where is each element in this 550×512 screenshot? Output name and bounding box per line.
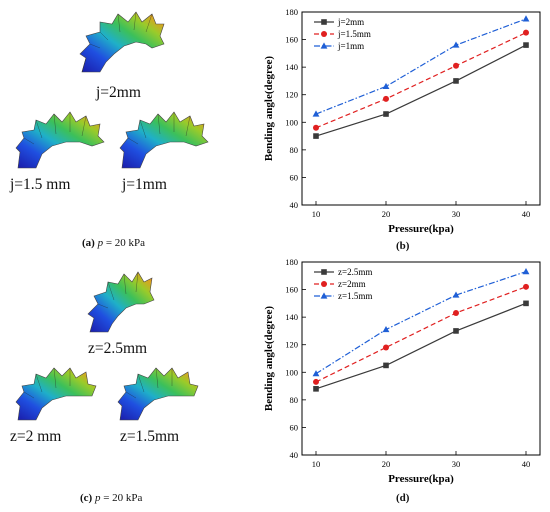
x-axis-title: Pressure(kpa) — [388, 223, 454, 235]
data-point — [383, 344, 389, 351]
series-line-1 — [315, 302, 527, 390]
data-point — [383, 362, 389, 369]
data-point — [313, 124, 319, 131]
simulation-label: j=1.5 mm — [10, 176, 71, 193]
data-point — [453, 310, 459, 317]
y-tick-label: 80 — [290, 395, 299, 405]
y-tick-label: 120 — [285, 90, 298, 100]
legend-marker — [321, 19, 327, 25]
y-axis-title: Bending angle(degree) — [263, 56, 275, 162]
y-tick-label: 180 — [285, 7, 298, 17]
data-point — [452, 41, 460, 48]
legend-marker — [321, 281, 327, 287]
x-tick-label: 20 — [382, 209, 391, 219]
deformed-actuator-image — [87, 271, 155, 333]
data-point — [313, 386, 319, 392]
panel-letter: (c) — [80, 492, 93, 504]
series-line-2 — [315, 286, 527, 383]
data-point — [383, 111, 389, 117]
data-point — [452, 291, 460, 298]
legend-entry: j=1.5mm — [337, 29, 371, 39]
data-point — [523, 29, 529, 36]
pressure-value: = 20 kPa — [100, 492, 143, 504]
y-tick-label: 60 — [290, 172, 299, 182]
y-tick-label: 180 — [285, 257, 298, 267]
data-point — [312, 370, 320, 377]
data-point — [382, 82, 390, 90]
y-tick-label: 160 — [285, 35, 298, 45]
deformed-actuator-image — [15, 367, 97, 421]
y-tick-label: 120 — [285, 340, 298, 350]
data-point — [523, 283, 529, 290]
deformed-actuator-image — [79, 11, 165, 73]
deformed-actuator-image — [119, 111, 209, 169]
data-point — [313, 133, 319, 139]
data-point — [383, 95, 389, 102]
legend-entry: z=1.5mm — [338, 291, 372, 301]
y-axis-title: Bending angle(degree) — [263, 306, 275, 412]
panel-b-label: (b) — [396, 240, 410, 252]
data-point — [312, 110, 320, 117]
series-line-3 — [315, 271, 527, 375]
data-point — [522, 268, 530, 275]
y-tick-label: 100 — [285, 367, 298, 377]
y-tick-label: 80 — [290, 145, 299, 155]
x-tick-label: 40 — [522, 209, 531, 219]
data-point — [522, 15, 530, 22]
panel-letter: (a) — [82, 237, 95, 249]
panel-a-caption: (a) p = 20 kPa — [82, 237, 145, 249]
simulation-label: j=1mm — [122, 176, 167, 193]
simulation-label: j=2mm — [96, 84, 141, 101]
data-point — [453, 62, 459, 69]
legend-entry: z=2mm — [338, 279, 366, 289]
legend-marker — [321, 269, 327, 275]
legend-entry: z=2.5mm — [338, 267, 372, 277]
plot-frame — [301, 261, 541, 456]
series-line-1 — [315, 44, 527, 137]
legend-entry: j=1mm — [337, 41, 364, 51]
y-tick-label: 60 — [290, 422, 299, 432]
y-tick-label: 40 — [290, 200, 299, 210]
x-tick-label: 40 — [522, 459, 531, 469]
data-point — [382, 325, 390, 333]
panel-c-caption: (c) p = 20 kPa — [80, 492, 142, 504]
plot-frame — [301, 11, 541, 206]
y-tick-label: 140 — [285, 62, 298, 72]
legend-marker — [321, 31, 327, 37]
pressure-symbol: p — [94, 492, 101, 504]
x-tick-label: 10 — [312, 459, 321, 469]
series-line-2 — [315, 32, 527, 129]
x-tick-label: 20 — [382, 459, 391, 469]
x-tick-label: 30 — [452, 209, 461, 219]
data-point — [313, 378, 319, 385]
legend-entry: j=2mm — [337, 17, 364, 27]
x-tick-label: 30 — [452, 459, 461, 469]
data-point — [523, 300, 529, 307]
legend-marker — [320, 292, 328, 299]
y-tick-label: 160 — [285, 285, 298, 295]
y-tick-label: 140 — [285, 312, 298, 322]
pressure-symbol: p — [97, 237, 104, 249]
data-point — [453, 328, 459, 334]
panel-d-label: (d) — [396, 492, 410, 504]
data-point — [523, 42, 529, 48]
data-point — [453, 78, 459, 84]
legend-marker — [320, 42, 328, 49]
x-axis-title: Pressure(kpa) — [388, 473, 454, 485]
deformed-actuator-image — [15, 111, 105, 169]
pressure-value: = 20 kPa — [103, 237, 146, 249]
x-tick-label: 10 — [312, 209, 321, 219]
simulation-label: z=2.5mm — [88, 340, 148, 357]
simulation-label: z=2 mm — [10, 428, 62, 445]
simulation-label: z=1.5mm — [120, 428, 180, 445]
y-tick-label: 100 — [285, 117, 298, 127]
y-tick-label: 40 — [290, 450, 299, 460]
deformed-actuator-image — [117, 367, 199, 421]
series-line-3 — [315, 18, 527, 115]
